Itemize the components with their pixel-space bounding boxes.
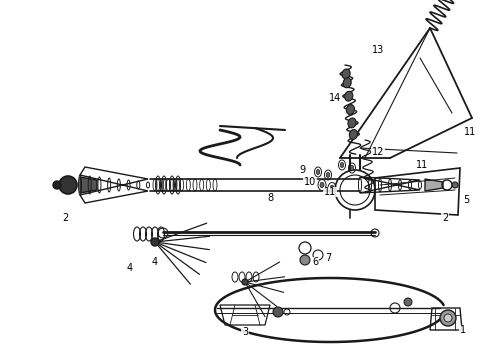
Circle shape (242, 279, 248, 285)
Polygon shape (80, 177, 97, 193)
Circle shape (53, 181, 61, 189)
Circle shape (300, 255, 310, 265)
Circle shape (273, 307, 283, 317)
Ellipse shape (340, 162, 344, 167)
Text: 6: 6 (312, 257, 318, 267)
Ellipse shape (348, 118, 356, 128)
Ellipse shape (320, 182, 324, 188)
Ellipse shape (330, 185, 334, 191)
Text: 4: 4 (152, 257, 158, 267)
Circle shape (440, 310, 456, 326)
Text: 4: 4 (127, 263, 133, 273)
Text: 2: 2 (442, 213, 448, 223)
Text: 13: 13 (372, 45, 384, 55)
Circle shape (452, 182, 458, 188)
Ellipse shape (346, 105, 354, 114)
Text: 9: 9 (299, 165, 305, 175)
Ellipse shape (326, 172, 330, 177)
Text: 3: 3 (242, 327, 248, 337)
Text: 8: 8 (267, 193, 273, 203)
Text: 11: 11 (324, 187, 336, 197)
Text: 11: 11 (464, 127, 476, 137)
Polygon shape (425, 179, 443, 191)
Text: 2: 2 (62, 213, 68, 223)
Text: 7: 7 (325, 253, 331, 263)
Circle shape (404, 298, 412, 306)
Circle shape (151, 238, 159, 246)
Circle shape (444, 314, 452, 322)
Ellipse shape (343, 78, 351, 88)
Text: 5: 5 (463, 195, 469, 205)
Text: 14: 14 (329, 93, 341, 103)
Text: 11: 11 (416, 160, 428, 170)
Ellipse shape (350, 166, 354, 171)
Ellipse shape (316, 170, 320, 175)
Text: 12: 12 (372, 147, 384, 157)
Circle shape (59, 176, 77, 194)
Text: 1: 1 (460, 325, 466, 335)
Ellipse shape (342, 69, 350, 79)
Ellipse shape (349, 130, 358, 139)
Text: 10: 10 (304, 177, 316, 187)
Ellipse shape (344, 91, 353, 101)
